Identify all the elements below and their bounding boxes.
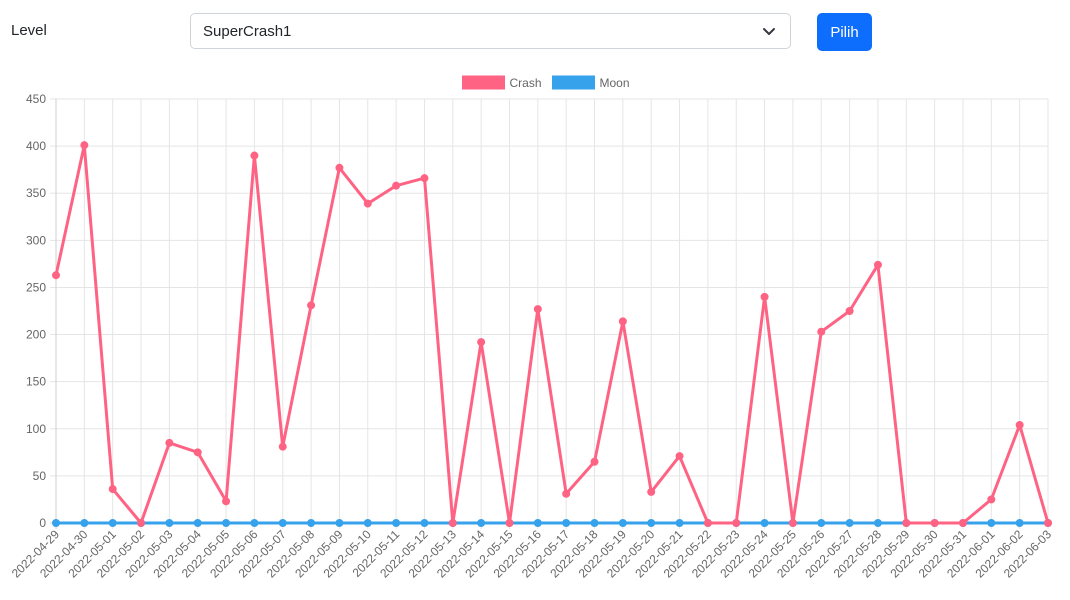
data-point-moon: [675, 519, 684, 527]
level-label: Level: [11, 22, 47, 39]
data-point-crash: [80, 141, 89, 150]
chevron-down-icon: [763, 28, 775, 35]
legend-swatch-crash: [462, 75, 505, 90]
data-point-crash: [788, 519, 797, 527]
data-point-moon: [193, 519, 202, 527]
series-line-crash: [54, 143, 1050, 525]
y-tick-label: 50: [33, 469, 47, 483]
data-point-moon: [477, 519, 486, 527]
data-point-moon: [987, 519, 996, 527]
data-point-crash: [732, 519, 741, 527]
data-point-crash: [477, 338, 486, 347]
data-point-moon: [278, 519, 287, 527]
level-select-value: SuperCrash1: [203, 23, 292, 40]
data-point-moon: [1015, 519, 1024, 527]
data-point-moon: [335, 519, 344, 527]
data-point-moon: [873, 519, 882, 527]
y-tick-label: 0: [39, 516, 46, 530]
data-point-crash: [420, 174, 429, 183]
y-tick-label: 300: [26, 233, 46, 247]
pilih-button[interactable]: Pilih: [817, 13, 872, 51]
data-point-crash: [1044, 519, 1052, 527]
data-point-crash: [675, 452, 684, 461]
data-point-crash: [590, 457, 599, 466]
data-point-moon: [363, 519, 372, 527]
data-point-moon: [533, 519, 542, 527]
y-tick-label: 150: [26, 375, 46, 389]
data-point-crash: [902, 519, 911, 527]
data-point-crash: [647, 487, 656, 496]
data-point-crash: [108, 485, 117, 494]
data-point-moon: [760, 519, 769, 527]
data-point-crash: [958, 519, 967, 527]
data-point-crash: [987, 495, 996, 504]
data-point-moon: [250, 519, 259, 527]
data-point-crash: [533, 305, 542, 314]
data-point-moon: [80, 519, 89, 527]
data-point-crash: [193, 448, 202, 457]
y-tick-label: 450: [26, 92, 46, 106]
data-point-crash: [760, 292, 769, 301]
legend-label-crash: Crash: [510, 76, 542, 90]
data-point-moon: [420, 519, 429, 527]
y-tick-label: 350: [26, 186, 46, 200]
data-point-crash: [250, 151, 259, 160]
y-tick-label: 100: [26, 422, 46, 436]
data-point-crash: [363, 199, 372, 208]
data-point-moon: [392, 519, 401, 527]
y-tick-label: 250: [26, 280, 46, 294]
level-select[interactable]: SuperCrash1: [190, 13, 791, 49]
data-point-crash: [817, 327, 826, 336]
data-point-moon: [647, 519, 656, 527]
legend-label-moon: Moon: [600, 76, 630, 90]
data-point-crash: [448, 519, 457, 527]
data-point-crash: [222, 497, 231, 506]
data-point-moon: [222, 519, 231, 527]
data-point-crash: [562, 489, 571, 498]
data-point-moon: [590, 519, 599, 527]
data-point-crash: [930, 519, 939, 527]
data-point-crash: [618, 317, 627, 326]
y-tick-label: 400: [26, 139, 46, 153]
data-point-crash: [52, 271, 60, 280]
data-point-crash: [335, 163, 344, 172]
data-point-crash: [137, 519, 146, 527]
data-point-crash: [1015, 421, 1024, 430]
data-point-moon: [165, 519, 174, 527]
data-point-moon: [817, 519, 826, 527]
data-point-moon: [562, 519, 571, 527]
data-point-moon: [52, 519, 60, 527]
y-tick-label: 200: [26, 328, 46, 342]
data-point-crash: [165, 438, 174, 447]
data-point-crash: [392, 181, 401, 190]
data-point-crash: [845, 307, 854, 315]
data-point-moon: [307, 519, 316, 527]
legend-swatch-moon: [552, 75, 595, 90]
data-point-crash: [505, 519, 514, 527]
data-point-crash: [307, 301, 316, 310]
data-point-moon: [618, 519, 627, 527]
data-point-moon: [108, 519, 117, 527]
data-point-crash: [703, 519, 712, 527]
data-point-crash: [278, 442, 287, 451]
data-point-crash: [873, 260, 882, 269]
data-point-moon: [845, 519, 854, 527]
